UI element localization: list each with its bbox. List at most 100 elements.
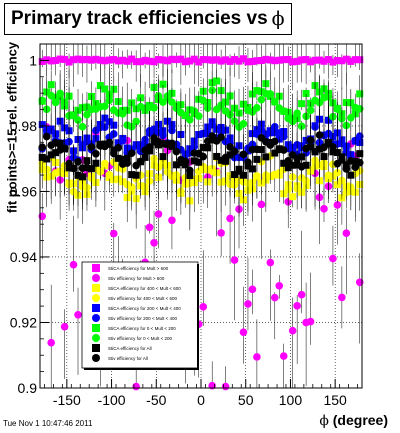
- data-point: [257, 95, 266, 104]
- data-point: [132, 382, 140, 391]
- y-tick-label: 0.98: [10, 118, 37, 134]
- data-point: [333, 105, 342, 113]
- legend-label: StiCA efficiency for All: [108, 346, 152, 351]
- legend-marker: [92, 274, 100, 282]
- footer-timestamp: Tue Nov 1 10:47:46 2011: [3, 419, 93, 428]
- data-point: [297, 290, 306, 299]
- data-point: [109, 229, 118, 238]
- legend-marker: [92, 354, 100, 362]
- data-point: [262, 55, 270, 63]
- data-point: [136, 157, 145, 166]
- legend-marker: [92, 324, 100, 332]
- data-point: [270, 293, 279, 302]
- data-point: [123, 159, 132, 167]
- x-axis-label-text: (degree): [328, 412, 388, 428]
- data-point: [154, 210, 163, 218]
- data-point: [333, 181, 341, 189]
- data-point: [168, 216, 176, 225]
- data-point: [221, 382, 230, 391]
- data-point: [311, 147, 319, 156]
- data-point: [186, 57, 194, 65]
- legend-marker: [92, 314, 100, 322]
- y-tick-label: 0.9: [18, 380, 38, 396]
- data-point: [226, 57, 234, 65]
- data-point: [78, 122, 87, 131]
- data-point: [253, 57, 261, 65]
- legend-label: StiCA efficiency for 200 < Mult < 400: [108, 306, 181, 311]
- data-point: [213, 77, 221, 85]
- chart-title: Primary track efficiencies vs ϕ: [4, 3, 292, 35]
- data-point: [298, 100, 306, 108]
- data-point: [114, 57, 122, 65]
- data-point: [101, 102, 109, 111]
- legend-label: Stiv efficiency for 400 < Mult < 600: [108, 296, 177, 301]
- data-point: [306, 136, 315, 144]
- data-point: [51, 139, 60, 147]
- data-point: [239, 55, 247, 63]
- data-point: [239, 120, 248, 128]
- data-point: [311, 56, 319, 64]
- data-point: [123, 57, 131, 65]
- data-point: [177, 55, 185, 63]
- y-axis-label: fit points>=15 rel. efficiency: [4, 41, 20, 214]
- data-point: [329, 254, 337, 263]
- data-point: [101, 85, 109, 93]
- data-point: [155, 56, 163, 64]
- data-point: [60, 144, 69, 153]
- data-point: [217, 133, 225, 142]
- data-point: [293, 154, 301, 163]
- data-point: [275, 56, 283, 64]
- data-point: [235, 57, 243, 65]
- data-point: [306, 106, 315, 115]
- x-tick-label: -150: [53, 392, 81, 408]
- y-tick-label: 0.94: [10, 249, 37, 265]
- data-point: [70, 56, 78, 64]
- data-point: [244, 158, 252, 167]
- data-point: [52, 56, 60, 64]
- data-point: [159, 98, 167, 106]
- data-point: [297, 162, 306, 171]
- data-point: [333, 57, 341, 65]
- data-point: [51, 98, 60, 107]
- data-point: [119, 56, 127, 64]
- y-tick-label: 1: [29, 52, 37, 68]
- data-point: [298, 56, 306, 64]
- data-point: [315, 131, 324, 139]
- axes: -150 -100 -50 0 50 100 150 0.9 0.92 0.94 0.96 0.98 1: [10, 52, 358, 408]
- data-point: [239, 150, 248, 159]
- data-point: [239, 328, 248, 336]
- data-point: [47, 81, 55, 89]
- data-point: [132, 117, 140, 126]
- data-point: [253, 87, 261, 95]
- data-point: [257, 57, 265, 65]
- data-point: [333, 168, 342, 177]
- data-point: [316, 56, 324, 64]
- data-point: [105, 170, 114, 179]
- data-point: [266, 258, 275, 267]
- data-point: [150, 103, 158, 112]
- data-point: [289, 161, 297, 169]
- data-point: [43, 56, 51, 64]
- legend-marker: [92, 264, 100, 272]
- data-point: [127, 183, 136, 191]
- data-point: [338, 57, 346, 65]
- data-point: [253, 172, 261, 180]
- data-point: [288, 326, 297, 335]
- data-point: [253, 103, 261, 112]
- data-point: [302, 89, 310, 97]
- data-point: [244, 300, 252, 308]
- data-point: [65, 58, 73, 66]
- data-point: [226, 214, 234, 223]
- data-point: [101, 57, 109, 65]
- data-point: [280, 56, 288, 64]
- data-point: [203, 137, 212, 146]
- chart-title-text: Primary track efficiencies vs: [11, 8, 268, 29]
- y-tick-label: 0.92: [10, 314, 37, 330]
- data-point: [289, 58, 297, 66]
- data-point: [338, 293, 346, 302]
- data-point: [47, 91, 55, 100]
- data-point: [186, 116, 194, 124]
- data-point: [172, 56, 180, 64]
- data-point: [253, 353, 261, 361]
